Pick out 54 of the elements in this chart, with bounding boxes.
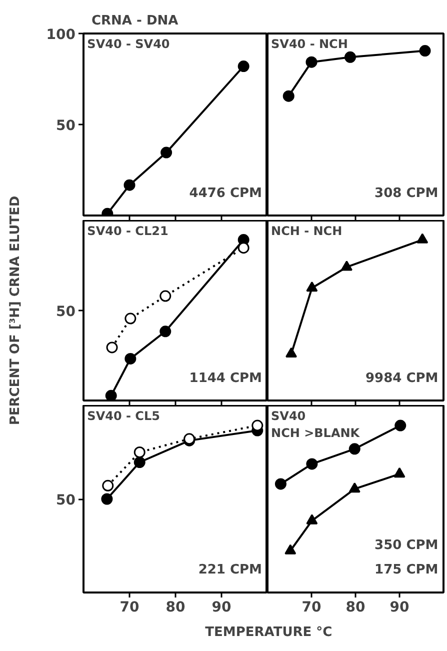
point (340, 260, 352, 271)
annotation: 221 CPM (198, 562, 262, 578)
point (134, 446, 146, 458)
annotation: 9984 CPM (366, 371, 438, 386)
point (238, 242, 250, 254)
text: SV40 - CL5 (87, 409, 160, 424)
annotation: 1144 CPM (189, 371, 262, 386)
point (348, 443, 360, 455)
point (102, 480, 114, 492)
point (160, 326, 172, 338)
point (134, 456, 146, 468)
point (106, 342, 118, 354)
annotation: 4476 CPM (189, 186, 262, 201)
point (306, 514, 318, 524)
point (124, 352, 136, 364)
point (348, 482, 360, 493)
x-tick-label: 70 (120, 600, 140, 616)
point (238, 60, 250, 72)
text: NCH - NCH (271, 224, 342, 238)
annotation: 175 CPM (374, 562, 438, 578)
annotation: SV40 - SV40 (87, 37, 170, 52)
x-tick-label: 90 (390, 600, 410, 616)
chart-title: CRNA - DNA (92, 14, 178, 28)
point (160, 146, 172, 158)
point (419, 45, 431, 57)
point (105, 390, 117, 400)
annotation: 308 CPM (374, 186, 438, 201)
point (160, 290, 172, 302)
point (416, 233, 428, 244)
point (394, 420, 406, 432)
x-tick-label: 80 (346, 600, 366, 616)
point (344, 51, 356, 63)
x-tick-label: 70 (302, 600, 322, 616)
annotation: 350 CPM (374, 538, 438, 554)
annotation: SV40 NCH >BLANK (271, 409, 360, 440)
text: SV40 - CL21 (87, 224, 168, 238)
point (124, 312, 136, 324)
point (284, 544, 296, 554)
y-tick-label: 100 (46, 27, 76, 43)
y-axis-title: PERCENT OF [³H] CRNA ELUTED (8, 196, 23, 426)
point (274, 478, 286, 490)
annotation: SV40 - NCH (271, 37, 348, 52)
point (286, 347, 298, 358)
point (306, 281, 318, 292)
x-tick-label: 80 (166, 600, 186, 616)
point (394, 467, 406, 478)
x-axis-title: TEMPERATURE °C (205, 625, 332, 640)
point (124, 179, 136, 191)
point (282, 90, 294, 102)
point (101, 493, 113, 505)
x-tick-label: 90 (212, 600, 232, 616)
point (252, 420, 264, 432)
point (306, 56, 318, 68)
point (306, 458, 318, 470)
